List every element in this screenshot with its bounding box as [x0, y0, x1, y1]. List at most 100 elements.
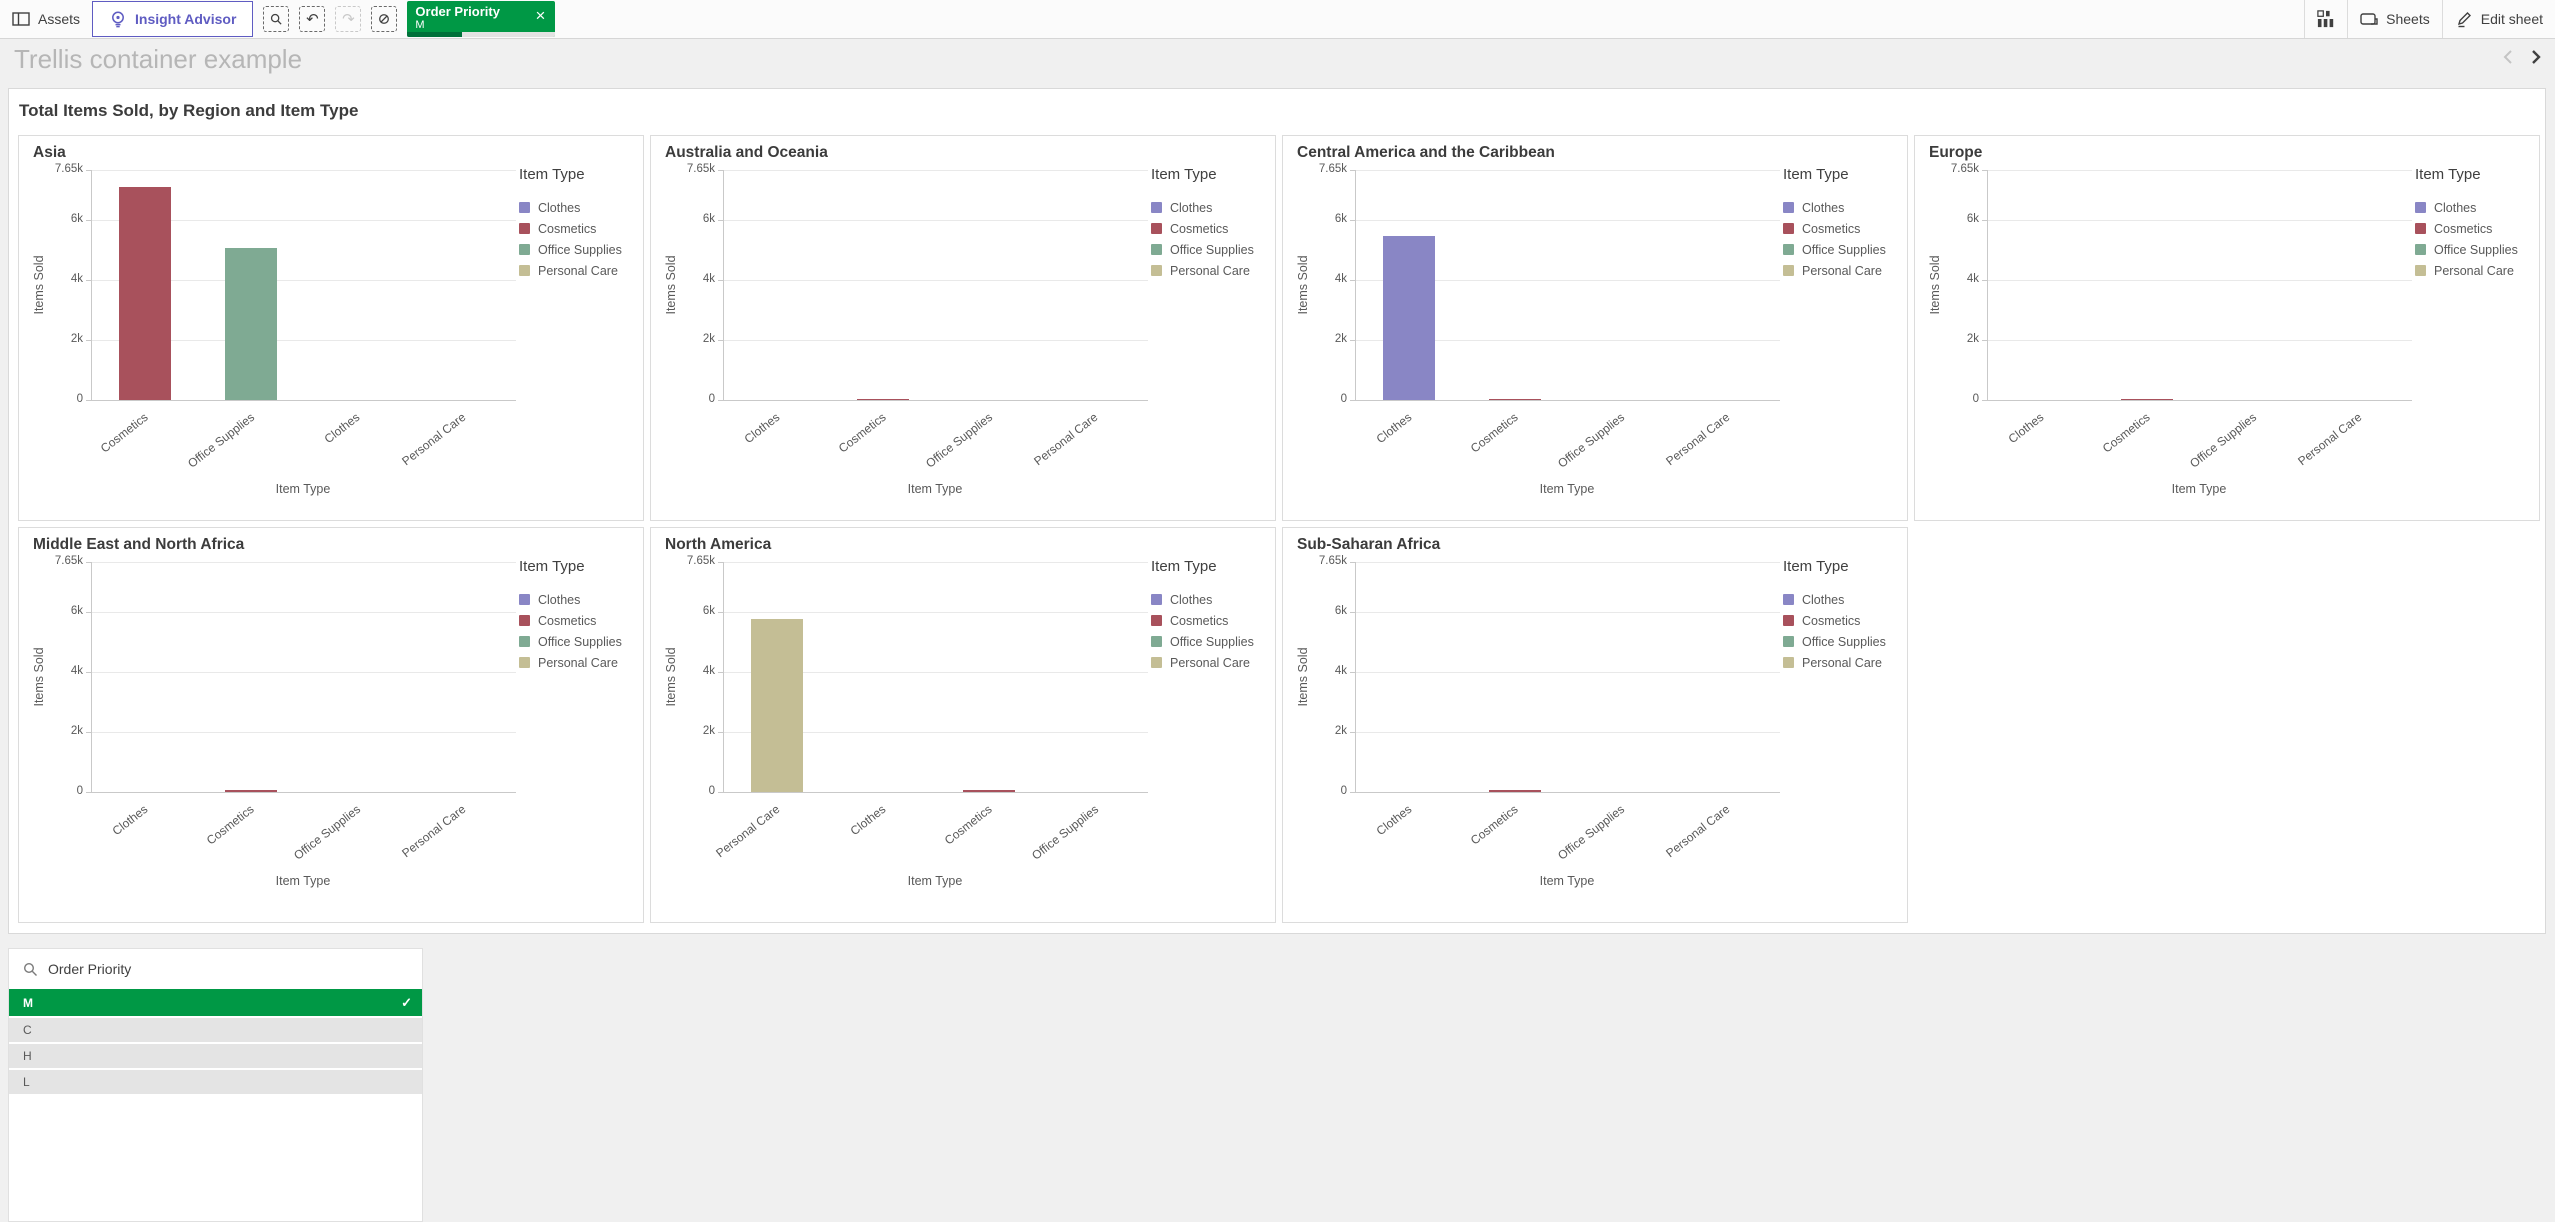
legend-item-personal-care[interactable]: Personal Care	[519, 260, 641, 281]
legend-item-office-supplies[interactable]: Office Supplies	[1151, 631, 1273, 652]
legend-item-clothes[interactable]: Clothes	[519, 197, 641, 218]
y-axis-tick-label: 0	[76, 393, 83, 405]
plot-area	[91, 562, 516, 793]
legend-item-personal-care[interactable]: Personal Care	[1783, 652, 1905, 673]
legend-item-office-supplies[interactable]: Office Supplies	[519, 631, 641, 652]
bar-cosmetics[interactable]	[119, 187, 171, 400]
bar-cosmetics[interactable]	[857, 399, 909, 400]
listbox-item-c[interactable]: C	[9, 1018, 422, 1042]
y-axis-tick-label: 0	[708, 393, 715, 405]
region-title: Central America and the Caribbean	[1297, 144, 1555, 161]
filter-pane-order-priority: Order Priority M ✓ C H L	[8, 948, 423, 1222]
y-axis-tick-label: 4k	[70, 664, 83, 677]
clear-selections-icon[interactable]	[371, 6, 398, 32]
y-axis-tick-label: 4k	[702, 664, 715, 677]
legend-item-cosmetics[interactable]: Cosmetics	[2415, 218, 2537, 239]
legend-swatch	[1151, 636, 1162, 647]
legend-item-cosmetics[interactable]: Cosmetics	[1151, 610, 1273, 631]
redo-selection-icon[interactable]: ↷	[335, 6, 362, 32]
bar-cosmetics[interactable]	[1489, 399, 1541, 400]
x-axis-category-label: Clothes	[741, 410, 783, 447]
legend-swatch	[519, 223, 530, 234]
bar-personal-care[interactable]	[751, 619, 803, 792]
legend-item-personal-care[interactable]: Personal Care	[1783, 260, 1905, 281]
y-axis-tick-mark	[718, 792, 723, 793]
insight-advisor-label: Insight Advisor	[135, 11, 237, 27]
legend-item-clothes[interactable]: Clothes	[519, 589, 641, 610]
legend-item-clothes[interactable]: Clothes	[1151, 589, 1273, 610]
bar-clothes[interactable]	[1383, 236, 1435, 400]
legend-item-clothes[interactable]: Clothes	[1783, 197, 1905, 218]
listbox-item-l[interactable]: L	[9, 1070, 422, 1094]
y-axis-tick-label: 7.65k	[54, 163, 83, 175]
legend-item-cosmetics[interactable]: Cosmetics	[519, 218, 641, 239]
legend-swatch	[1151, 657, 1162, 668]
x-axis-category-label: Personal Care	[399, 410, 469, 469]
sheets-button[interactable]: Sheets	[2348, 0, 2442, 38]
legend-item-personal-care[interactable]: Personal Care	[519, 652, 641, 673]
undo-selection-icon[interactable]: ↶	[299, 6, 326, 32]
smart-search-icon[interactable]	[263, 6, 290, 32]
previous-sheet-icon[interactable]	[2501, 48, 2515, 66]
insight-advisor-button[interactable]: Insight Advisor	[92, 1, 254, 37]
legend-title: Item Type	[1783, 166, 1849, 183]
selection-chip-order-priority[interactable]: Order Priority M ×	[407, 1, 556, 37]
legend-item-office-supplies[interactable]: Office Supplies	[1783, 631, 1905, 652]
legend-swatch	[519, 657, 530, 668]
legend-item-cosmetics[interactable]: Cosmetics	[519, 610, 641, 631]
legend-item-office-supplies[interactable]: Office Supplies	[1151, 239, 1273, 260]
x-axis-category-label: Personal Care	[1031, 410, 1101, 469]
legend-item-cosmetics[interactable]: Cosmetics	[1151, 218, 1273, 239]
bar-cosmetics[interactable]	[963, 790, 1015, 792]
listbox-item-h[interactable]: H	[9, 1044, 422, 1068]
legend: Item Type Clothes Cosmetics Office Supplies…	[1151, 166, 1273, 281]
x-axis-title: Item Type	[275, 874, 331, 888]
legend-item-office-supplies[interactable]: Office Supplies	[519, 239, 641, 260]
search-icon[interactable]	[23, 962, 38, 977]
assets-button[interactable]: Assets	[0, 0, 92, 38]
legend-item-office-supplies[interactable]: Office Supplies	[1783, 239, 1905, 260]
x-axis-category-label: Cosmetics	[97, 410, 151, 456]
legend-label: Clothes	[1170, 592, 1213, 607]
legend-swatch	[519, 636, 530, 647]
legend-item-cosmetics[interactable]: Cosmetics	[1783, 218, 1905, 239]
region-panel-middle-east-and-north-africa: Middle East and North Africa 0 2k 4k 6k 7.65k…	[18, 527, 644, 923]
app-objects-button[interactable]	[2305, 0, 2347, 38]
toolbar: Assets Insight Advisor ↶	[0, 0, 2555, 39]
gridline	[1988, 219, 2412, 221]
selection-tools: ↶ ↷	[263, 6, 398, 32]
next-sheet-icon[interactable]	[2529, 48, 2543, 66]
y-axis-tick-label: 4k	[1966, 272, 1979, 285]
legend-item-office-supplies[interactable]: Office Supplies	[2415, 239, 2537, 260]
listbox-header: Order Priority	[9, 949, 422, 989]
legend-item-clothes[interactable]: Clothes	[1783, 589, 1905, 610]
y-axis-tick-label: 4k	[1334, 664, 1347, 677]
listbox-item-label: L	[23, 1075, 30, 1089]
legend-item-cosmetics[interactable]: Cosmetics	[1783, 610, 1905, 631]
x-axis-title: Item Type	[907, 482, 963, 496]
gridline	[724, 731, 1148, 733]
listbox-item-m[interactable]: M ✓	[9, 989, 422, 1016]
checkmark-icon: ✓	[401, 994, 412, 1010]
legend-item-personal-care[interactable]: Personal Care	[2415, 260, 2537, 281]
bar-cosmetics[interactable]	[225, 790, 277, 792]
y-axis-tick-mark	[718, 400, 723, 401]
bar-office-supplies[interactable]	[225, 248, 277, 400]
legend-label: Office Supplies	[1802, 242, 1886, 257]
bar-cosmetics[interactable]	[2121, 399, 2173, 400]
region-title: Sub-Saharan Africa	[1297, 536, 1441, 553]
legend-item-clothes[interactable]: Clothes	[2415, 197, 2537, 218]
chip-close-icon[interactable]: ×	[531, 7, 549, 25]
x-axis-category-label: Clothes	[1373, 410, 1415, 447]
y-axis-tick-label: 2k	[70, 724, 83, 737]
legend-swatch	[1783, 657, 1794, 668]
bar-cosmetics[interactable]	[1489, 790, 1541, 792]
x-axis-title: Item Type	[2171, 482, 2227, 496]
legend-item-personal-care[interactable]: Personal Care	[1151, 260, 1273, 281]
legend-swatch	[1151, 594, 1162, 605]
x-axis-category-label: Personal Care	[2295, 410, 2365, 469]
legend-item-personal-care[interactable]: Personal Care	[1151, 652, 1273, 673]
legend-item-clothes[interactable]: Clothes	[1151, 197, 1273, 218]
edit-sheet-button[interactable]: Edit sheet	[2443, 0, 2555, 38]
gridline	[724, 671, 1148, 673]
